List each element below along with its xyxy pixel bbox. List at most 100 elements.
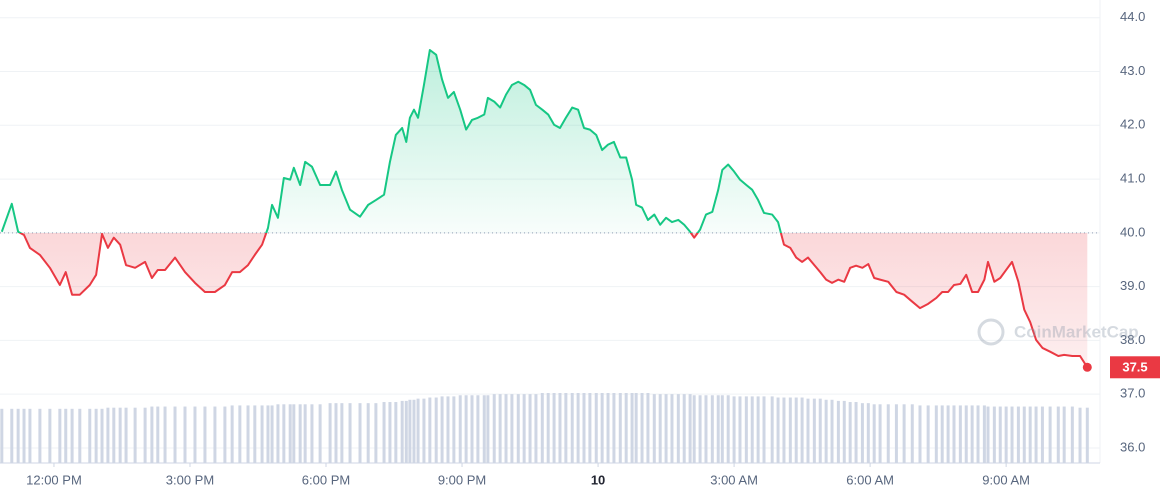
volume-bar: [260, 405, 264, 463]
volume-bar: [16, 408, 20, 463]
volume-bar: [698, 395, 702, 463]
volume-bar: [366, 403, 370, 463]
volume-bar: [1070, 406, 1074, 463]
volume-bar: [664, 394, 668, 463]
y-tick-label: 43.0: [1120, 63, 1145, 78]
volume-bar: [408, 399, 412, 463]
volume-bar: [552, 393, 556, 463]
volume-bar: [88, 408, 92, 463]
volume-bar: [133, 407, 137, 463]
volume-bar: [416, 398, 420, 463]
volume-bar: [183, 406, 187, 463]
volume-bar: [1034, 406, 1038, 463]
volume-bar: [303, 404, 307, 463]
volume-bar: [440, 396, 444, 463]
volume-bar: [998, 406, 1002, 463]
watermark-logo: [977, 318, 1005, 346]
volume-bar: [634, 393, 638, 463]
volume-bar: [452, 396, 456, 463]
volume-bar: [744, 396, 748, 463]
volume-bar: [704, 395, 708, 463]
volume-bar: [750, 396, 754, 463]
volume-bar: [992, 406, 996, 463]
volume-bar: [946, 405, 950, 463]
y-tick-label: 36.0: [1120, 439, 1145, 454]
x-tick-label: 9:00 PM: [438, 472, 486, 487]
x-tick-label: 12:00 PM: [26, 472, 82, 487]
volume-bar: [10, 408, 14, 463]
volume-bar: [48, 408, 52, 463]
volume-bar: [688, 394, 692, 463]
volume-bar: [498, 394, 502, 463]
volume-bar: [1028, 406, 1032, 463]
volume-bar: [732, 396, 736, 463]
volume-bar: [710, 395, 714, 463]
volume-bar: [918, 405, 922, 463]
volume-bar: [150, 406, 154, 463]
volume-bar: [558, 393, 562, 463]
volume-bar: [878, 404, 882, 463]
volume-bar: [238, 405, 242, 463]
volume-bar: [640, 393, 644, 463]
volume-bar: [470, 395, 474, 463]
y-tick-label: 44.0: [1120, 9, 1145, 24]
volume-bar: [310, 404, 314, 463]
volume-bar: [952, 405, 956, 463]
volume-bar: [594, 393, 598, 463]
volume-bar: [788, 397, 792, 463]
volume-bar: [872, 404, 876, 463]
volume-bar: [516, 394, 520, 463]
y-tick-label: 41.0: [1120, 171, 1145, 186]
volume-bar: [328, 403, 332, 463]
volume-bar: [340, 403, 344, 463]
volume-bar: [894, 404, 898, 463]
volume-bar: [600, 393, 604, 463]
volume-bar: [982, 405, 986, 463]
watermark-text: CoinMarketCap: [1014, 322, 1139, 341]
volume-bar: [106, 407, 110, 463]
volume-bar: [692, 395, 696, 463]
volume-bar: [492, 394, 496, 463]
volume-bar: [576, 393, 580, 463]
volume-bar: [726, 395, 730, 463]
volume-bar: [118, 407, 122, 463]
volume-bar: [794, 397, 798, 463]
volume-bar: [716, 395, 720, 463]
volume-bar: [738, 396, 742, 463]
volume-bar: [404, 400, 408, 463]
volume-bar: [28, 408, 32, 463]
volume-bar: [812, 398, 816, 463]
volume-bar: [282, 404, 286, 463]
price-line: [0, 49, 1089, 368]
volume-bar: [400, 400, 404, 463]
volume-bar: [986, 406, 990, 463]
volume-bar: [564, 393, 568, 463]
volume-bar: [1016, 406, 1020, 463]
volume-bar: [658, 394, 662, 463]
volume-bar: [374, 403, 378, 463]
x-tick-label: 9:00 AM: [982, 472, 1030, 487]
volume-bar: [510, 394, 514, 463]
volume-bar: [156, 406, 160, 463]
volume-bar: [22, 408, 26, 463]
x-tick-label: 6:00 PM: [302, 472, 350, 487]
volume-bar: [213, 406, 217, 463]
volume-bar: [1022, 406, 1026, 463]
volume-bar: [428, 397, 432, 463]
volume-bar: [830, 399, 834, 463]
volume-bar: [646, 393, 650, 463]
volume-bar: [934, 405, 938, 463]
volume-bar: [223, 406, 227, 463]
volume-bar: [854, 402, 858, 463]
volume-bar: [230, 405, 234, 463]
volume-bar: [836, 400, 840, 463]
volume-bar: [588, 393, 592, 463]
volume-bar: [964, 405, 968, 463]
volume-bar: [720, 395, 724, 463]
volume-bar: [1010, 406, 1014, 463]
volume-bar: [476, 395, 480, 463]
volume-bar: [203, 406, 207, 463]
volume-bar: [124, 407, 128, 463]
x-tick-label: 6:00 AM: [846, 472, 894, 487]
